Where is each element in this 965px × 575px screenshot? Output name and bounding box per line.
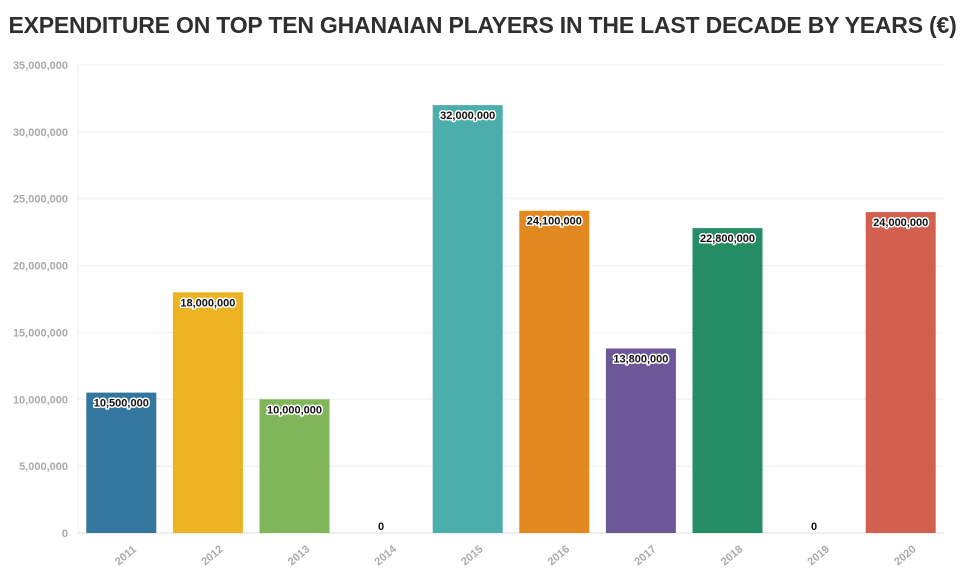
bars: [86, 105, 936, 534]
x-tick-label: 2012: [199, 543, 225, 568]
x-tick-label: 2019: [806, 543, 832, 568]
bar[interactable]: [432, 105, 503, 533]
y-tick-label: 5,000,000: [19, 461, 68, 473]
data-label: 18,000,000: [180, 297, 235, 309]
x-tick-label: 2011: [113, 543, 139, 568]
data-label: 0: [378, 521, 384, 533]
bar[interactable]: [692, 228, 763, 534]
data-labels: 10,500,000 18,000,000 10,000,000 0 32,000,00…: [92, 109, 929, 535]
x-tick-label: 2018: [719, 543, 745, 568]
bar[interactable]: [605, 348, 676, 533]
bar[interactable]: [259, 399, 330, 533]
x-tick-label: 2017: [632, 543, 658, 568]
data-label: 13,800,000: [613, 353, 668, 365]
y-tick-label: 0: [62, 528, 68, 540]
y-tick-label: 25,000,000: [13, 194, 68, 206]
data-label: 24,000,000: [873, 217, 928, 229]
x-tick-label: 2015: [459, 543, 485, 568]
bar[interactable]: [865, 212, 936, 534]
y-tick-label: 10,000,000: [13, 394, 68, 406]
x-tick-label: 2013: [286, 543, 312, 568]
data-label: 32,000,000: [440, 110, 495, 122]
bar[interactable]: [519, 210, 590, 533]
x-tick-label: 2014: [373, 543, 400, 568]
y-axis-ticks: 0 5,000,000 10,000,000 15,000,000 20,000,000…: [13, 60, 68, 540]
data-label: 10,000,000: [267, 404, 322, 416]
data-label: 0: [811, 521, 817, 533]
bar[interactable]: [86, 392, 157, 533]
data-label: 22,800,000: [700, 233, 755, 245]
x-tick-label: 2020: [892, 543, 918, 568]
x-axis-ticks: 2011 2012 2013 2014 2015 2016 2017 2018 2019 2020: [113, 543, 919, 568]
data-label: 24,100,000: [527, 216, 582, 228]
y-tick-label: 30,000,000: [13, 127, 68, 139]
y-tick-label: 35,000,000: [13, 60, 68, 72]
y-tick-label: 15,000,000: [13, 327, 68, 339]
x-tick-label: 2016: [546, 543, 572, 568]
bar[interactable]: [172, 292, 243, 533]
y-tick-label: 20,000,000: [13, 261, 68, 273]
data-label: 10,500,000: [94, 398, 149, 410]
chart-title: EXPENDITURE ON TOP TEN GHANAIAN PLAYERS …: [8, 12, 957, 38]
